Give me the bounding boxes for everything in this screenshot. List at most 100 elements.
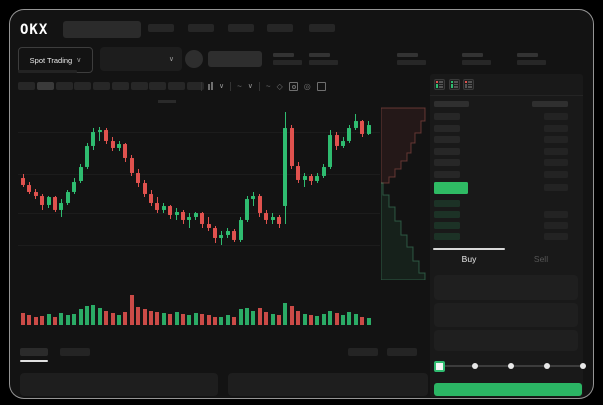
volume-bar [257,308,262,325]
volume-bar [110,313,115,325]
pair-name-placeholder[interactable] [208,51,262,67]
chevron-down-icon[interactable]: ∨ [247,82,253,90]
buy-button[interactable] [434,383,582,396]
ask-price-placeholder[interactable] [434,170,460,178]
candle-body [46,197,51,205]
nav-item-placeholder[interactable] [188,24,214,32]
tab-sell[interactable]: Sell [533,254,549,264]
timeframe-button-placeholder[interactable] [55,82,73,90]
bid-price-placeholder[interactable] [434,222,460,229]
ask-price-placeholder[interactable] [434,136,460,143]
divider [230,81,232,91]
chart-tools: ∨ ~ ∨ ~ ◇ ◎ [201,80,326,92]
order-book-both-icon[interactable] [434,79,445,90]
last-price-highlight[interactable] [434,182,468,194]
ask-amount-placeholder[interactable] [544,113,568,120]
nav-item-placeholder[interactable] [267,24,293,32]
depth-chart [381,107,426,280]
candle-body [277,216,281,224]
candle-wick [188,213,190,228]
timeframe-button-placeholder[interactable] [186,82,204,90]
candle-body [193,213,198,217]
icon-row [450,86,458,88]
icon-line [453,83,458,86]
slider-stop[interactable] [580,363,586,369]
pair-selector[interactable]: ∨ [100,47,182,71]
slider-stop[interactable] [508,363,514,369]
candle-body [251,195,256,200]
nav-item-placeholder[interactable] [309,24,335,32]
timeframe-button-placeholder[interactable] [93,82,111,90]
order-form-field[interactable] [434,275,578,300]
volume-bar [40,316,45,325]
ask-amount-placeholder[interactable] [544,124,568,132]
settings-icon[interactable]: ◎ [303,81,311,91]
spot-trading-label: Spot Trading [29,55,73,65]
slider-handle[interactable] [434,361,445,372]
candle-body [187,216,192,221]
volume-bar [289,305,294,325]
candle-type-icon[interactable] [208,82,213,90]
ask-price-placeholder[interactable] [434,159,460,166]
active-bottom-tab-indicator [20,360,48,362]
candle-body [181,211,185,221]
order-book-bids-icon[interactable] [448,79,460,90]
timeframe-button-placeholder[interactable] [149,82,167,90]
timeframe-button-placeholder[interactable] [130,82,148,90]
timeframe-button-placeholder[interactable] [74,82,92,90]
indicator-icon[interactable]: ~ [237,81,242,91]
bid-price-placeholder[interactable] [434,211,460,218]
chevron-down-icon: ∨ [76,56,82,64]
bottom-tab-placeholder[interactable] [60,348,90,356]
volume-bar [321,314,326,325]
bid-amount-placeholder[interactable] [544,211,568,218]
order-book-asks-icon[interactable] [463,79,474,90]
bottom-tab-placeholder[interactable] [20,348,48,356]
timeframe-button-placeholder[interactable] [167,82,185,90]
ask-amount-placeholder[interactable] [544,136,568,143]
book-header-price-placeholder [434,101,469,107]
bid-amount-placeholder[interactable] [544,222,568,229]
nav-item-placeholder[interactable] [148,24,174,32]
icon-row [436,81,443,83]
bid-price-placeholder[interactable] [434,200,460,207]
candle-body [65,192,70,203]
candle-body [85,146,89,168]
candle-body [366,124,371,134]
ask-price-placeholder[interactable] [434,147,460,155]
ask-amount-placeholder[interactable] [544,147,568,155]
ask-amount-placeholder[interactable] [544,159,568,166]
volume-bar [302,313,307,325]
ask-price-placeholder[interactable] [434,113,460,120]
ask-price-placeholder[interactable] [434,124,460,132]
slider-stop[interactable] [472,363,478,369]
line-tool-icon[interactable]: ~ [265,81,271,91]
draw-tool-icon[interactable]: ◇ [276,81,283,91]
bid-price-placeholder[interactable] [434,233,460,240]
volume-bar [296,310,301,325]
timeframe-button-placeholder[interactable] [37,82,54,90]
chevron-down-icon[interactable]: ∨ [219,82,225,90]
order-form-field[interactable] [434,330,578,351]
order-form-field[interactable] [434,303,578,327]
bottom-action-placeholder[interactable] [387,348,417,356]
icon-dot [465,83,467,86]
candle-body [142,183,147,194]
icon-line [468,83,472,86]
timeframe-button-placeholder[interactable] [18,82,36,90]
search-bar[interactable] [63,21,141,38]
chart-tab-placeholder[interactable] [18,70,77,73]
camera-icon[interactable] [288,81,298,91]
bid-amount-placeholder[interactable] [544,233,568,240]
fullscreen-icon[interactable] [316,81,326,91]
volume-bar [251,310,256,325]
tab-buy[interactable]: Buy [461,254,477,264]
volume-bar [27,315,32,325]
volume-bar [117,314,121,325]
slider-stop[interactable] [544,363,550,369]
nav-item-placeholder[interactable] [228,24,254,32]
volume-bar [123,311,128,325]
timeframe-button-placeholder[interactable] [111,82,129,90]
bottom-action-placeholder[interactable] [348,348,378,356]
ask-amount-placeholder[interactable] [544,170,568,178]
